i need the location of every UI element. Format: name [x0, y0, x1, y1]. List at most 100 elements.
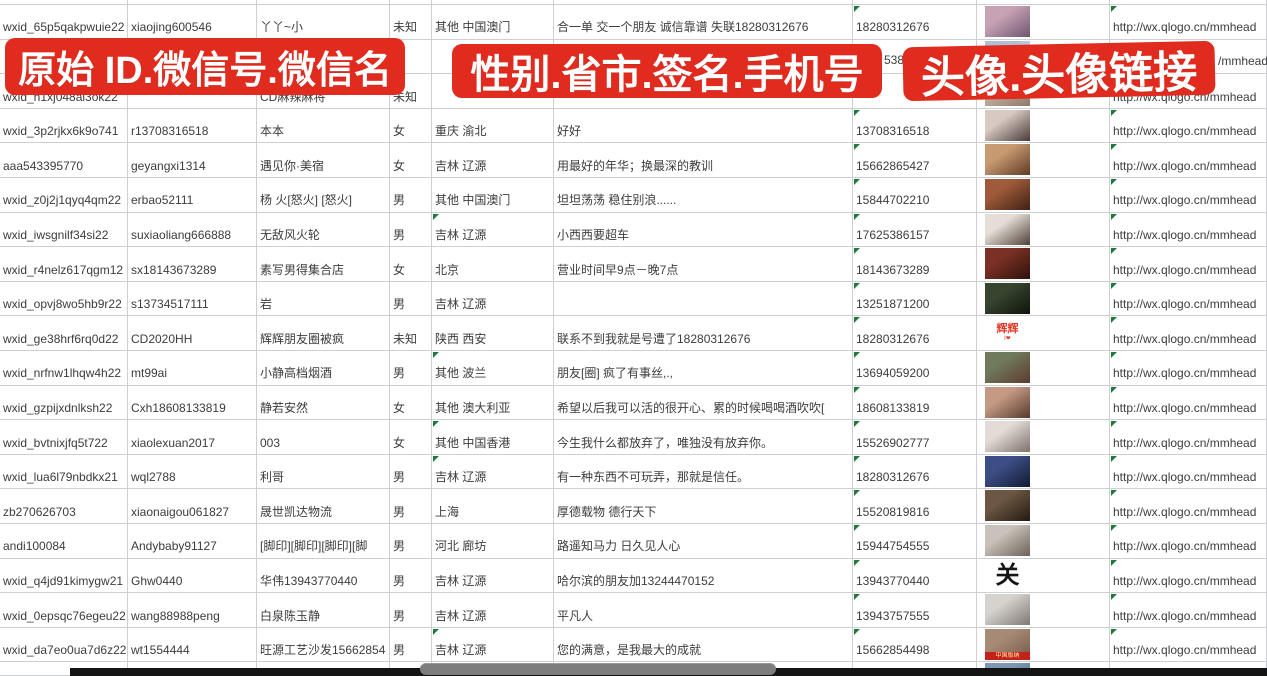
cell-avatar[interactable]: 辉辉 I❤ [977, 316, 1110, 351]
cell-wechat-id[interactable]: wang88988peng [128, 593, 257, 628]
cell-avatar-link[interactable]: http://wx.qlogo.cn/mmhead [1110, 212, 1267, 248]
cell-phone[interactable]: 18280312676 [853, 5, 977, 40]
cell-phone[interactable]: 18280312676 [853, 316, 977, 351]
cell-phone[interactable]: 18143673289 [853, 247, 977, 282]
cell-avatar-link[interactable]: http://wx.qlogo.cn/mmhead [1110, 558, 1267, 594]
cell-region[interactable]: 其他 中国香港 [432, 420, 554, 455]
cell-signature[interactable]: 联系不到我就是号遭了18280312676 [554, 316, 853, 351]
cell-signature[interactable]: 哈尔滨的朋友加13244470152 [554, 558, 853, 594]
cell-wechat-id[interactable]: erbao52111 [128, 178, 257, 213]
cell-gender[interactable]: 男 [390, 558, 432, 594]
cell-phone[interactable] [853, 0, 977, 5]
cell-avatar-link[interactable]: http://wx.qlogo.cn/mmhead [1110, 108, 1267, 144]
cell-gender[interactable]: 男 [390, 593, 432, 628]
cell-signature[interactable] [554, 0, 853, 5]
cell-wechat-name[interactable]: [脚印][脚印][脚印][脚 [257, 524, 390, 559]
cell-region[interactable]: 吉林 辽源 [432, 212, 554, 248]
cell-region[interactable]: 河北 廊坊 [432, 524, 554, 559]
cell-gender[interactable]: 女 [390, 143, 432, 178]
cell-signature[interactable]: 用最好的年华；换最深的教训 [554, 143, 853, 178]
cell-signature[interactable]: 好好 [554, 108, 853, 144]
cell-wechat-name[interactable]: 003 [257, 420, 390, 455]
cell-original-id[interactable]: wxid_q4jd91kimygw21 [0, 558, 128, 594]
cell-avatar-link[interactable]: http://wx.qlogo.cn/mmhead [1110, 281, 1267, 317]
cell-original-id[interactable]: wxid_gzpijxdnlksh22 [0, 385, 128, 421]
cell-gender[interactable]: 男 [390, 178, 432, 213]
cell-original-id[interactable]: aaa543395770 [0, 143, 128, 178]
cell-avatar[interactable] [977, 247, 1110, 282]
cell-avatar[interactable] [977, 351, 1110, 386]
cell-wechat-name[interactable]: 无敌风火轮 [257, 212, 390, 248]
cell-wechat-name[interactable]: 白泉陈玉静 [257, 593, 390, 628]
cell-avatar[interactable] [977, 143, 1110, 178]
cell-original-id[interactable]: wxid_65p5qakpwuie22 [0, 5, 128, 40]
cell-original-id[interactable]: wxid_da7eo0ua7d6z22 [0, 627, 128, 663]
cell-gender[interactable]: 男 [390, 281, 432, 317]
cell-wechat-id[interactable]: s13734517111 [128, 281, 257, 317]
cell-region[interactable]: 吉林 辽源 [432, 281, 554, 317]
cell-avatar-link[interactable]: http://wx.qlogo.cn/mmhead [1110, 316, 1267, 351]
cell-avatar[interactable]: 关 [977, 558, 1110, 594]
cell-phone[interactable]: 15520819816 [853, 489, 977, 524]
cell-signature[interactable]: 平凡人 [554, 593, 853, 628]
cell-avatar-link[interactable]: http://wx.qlogo.cn/mmhead [1110, 143, 1267, 178]
cell-avatar-link[interactable]: http://wx.qlogo.cn/mmhead [1110, 5, 1267, 40]
cell-phone[interactable]: 13943757555 [853, 593, 977, 628]
cell-region[interactable]: 吉林 辽源 [432, 454, 554, 490]
cell-region[interactable]: 其他 澳大利亚 [432, 385, 554, 421]
cell-phone[interactable]: 18280312676 [853, 454, 977, 490]
cell-original-id[interactable]: zb270626703 [0, 489, 128, 524]
cell-avatar-link[interactable]: http://wx.qlogo.cn/mmhead [1110, 627, 1267, 663]
cell-wechat-id[interactable]: mt99ai [128, 351, 257, 386]
cell-gender[interactable]: 男 [390, 351, 432, 386]
horizontal-scrollbar-thumb[interactable] [420, 663, 776, 675]
cell-signature[interactable]: 有一种东西不可玩弄，那就是信任。 [554, 454, 853, 490]
cell-avatar[interactable] [977, 489, 1110, 524]
cell-wechat-id[interactable]: xiaojing600546 [128, 5, 257, 40]
cell-signature[interactable]: 小西西要超车 [554, 212, 853, 248]
cell-phone[interactable]: 13251871200 [853, 281, 977, 317]
cell-region[interactable]: 吉林 辽源 [432, 558, 554, 594]
cell-phone[interactable]: 18608133819 [853, 385, 977, 421]
cell-avatar[interactable] [977, 0, 1110, 5]
cell-wechat-id[interactable]: wt1554444 [128, 627, 257, 663]
cell-wechat-id[interactable]: wql2788 [128, 454, 257, 490]
cell-wechat-name[interactable]: 辉辉朋友圈被疯 [257, 316, 390, 351]
cell-wechat-name[interactable]: 岩 [257, 281, 390, 317]
cell-wechat-id[interactable]: Cxh18608133819 [128, 385, 257, 421]
cell-phone[interactable]: 15944754555 [853, 524, 977, 559]
cell-wechat-name[interactable]: 利哥 [257, 454, 390, 490]
cell-signature[interactable]: 营业时间早9点－晚7点 [554, 247, 853, 282]
cell-avatar[interactable] [977, 212, 1110, 248]
cell-signature[interactable]: 坦坦荡荡 稳住别浪...... [554, 178, 853, 213]
cell-region[interactable]: 吉林 辽源 [432, 143, 554, 178]
cell-original-id[interactable] [0, 0, 128, 5]
cell-avatar[interactable] [977, 420, 1110, 455]
cell-avatar-link[interactable]: http://wx.qlogo.cn/mmhead [1110, 420, 1267, 455]
cell-avatar[interactable] [977, 281, 1110, 317]
cell-avatar[interactable] [977, 524, 1110, 559]
cell-wechat-name[interactable] [257, 0, 390, 5]
cell-avatar[interactable] [977, 5, 1110, 40]
cell-gender[interactable]: 男 [390, 627, 432, 663]
cell-original-id[interactable]: wxid_0epsqc76egeu22 [0, 593, 128, 628]
cell-region[interactable]: 其他 波兰 [432, 351, 554, 386]
cell-wechat-name[interactable]: 静若安然 [257, 385, 390, 421]
cell-avatar-link[interactable]: http://wx.qlogo.cn/mmhead [1110, 178, 1267, 213]
cell-phone[interactable]: 13694059200 [853, 351, 977, 386]
cell-wechat-name[interactable]: 遇见你·美宿 [257, 143, 390, 178]
cell-wechat-id[interactable]: r13708316518 [128, 108, 257, 144]
cell-wechat-name[interactable]: 丫丫~小 [257, 5, 390, 40]
cell-phone[interactable]: 13708316518 [853, 108, 977, 144]
cell-phone[interactable]: 17625386157 [853, 212, 977, 248]
cell-original-id[interactable]: andi100084 [0, 524, 128, 559]
cell-avatar[interactable] [977, 178, 1110, 213]
cell-original-id[interactable]: wxid_nrfnw1lhqw4h22 [0, 351, 128, 386]
cell-phone[interactable]: 15662865427 [853, 143, 977, 178]
cell-signature[interactable]: 厚德载物 德行天下 [554, 489, 853, 524]
cell-wechat-id[interactable]: xiaolexuan2017 [128, 420, 257, 455]
cell-avatar-link[interactable]: http://wx.qlogo.cn/mmhead [1110, 524, 1267, 559]
cell-gender[interactable]: 女 [390, 108, 432, 144]
cell-avatar-link[interactable]: http://wx.qlogo.cn/mmhead [1110, 385, 1267, 421]
cell-wechat-id[interactable] [128, 0, 257, 5]
